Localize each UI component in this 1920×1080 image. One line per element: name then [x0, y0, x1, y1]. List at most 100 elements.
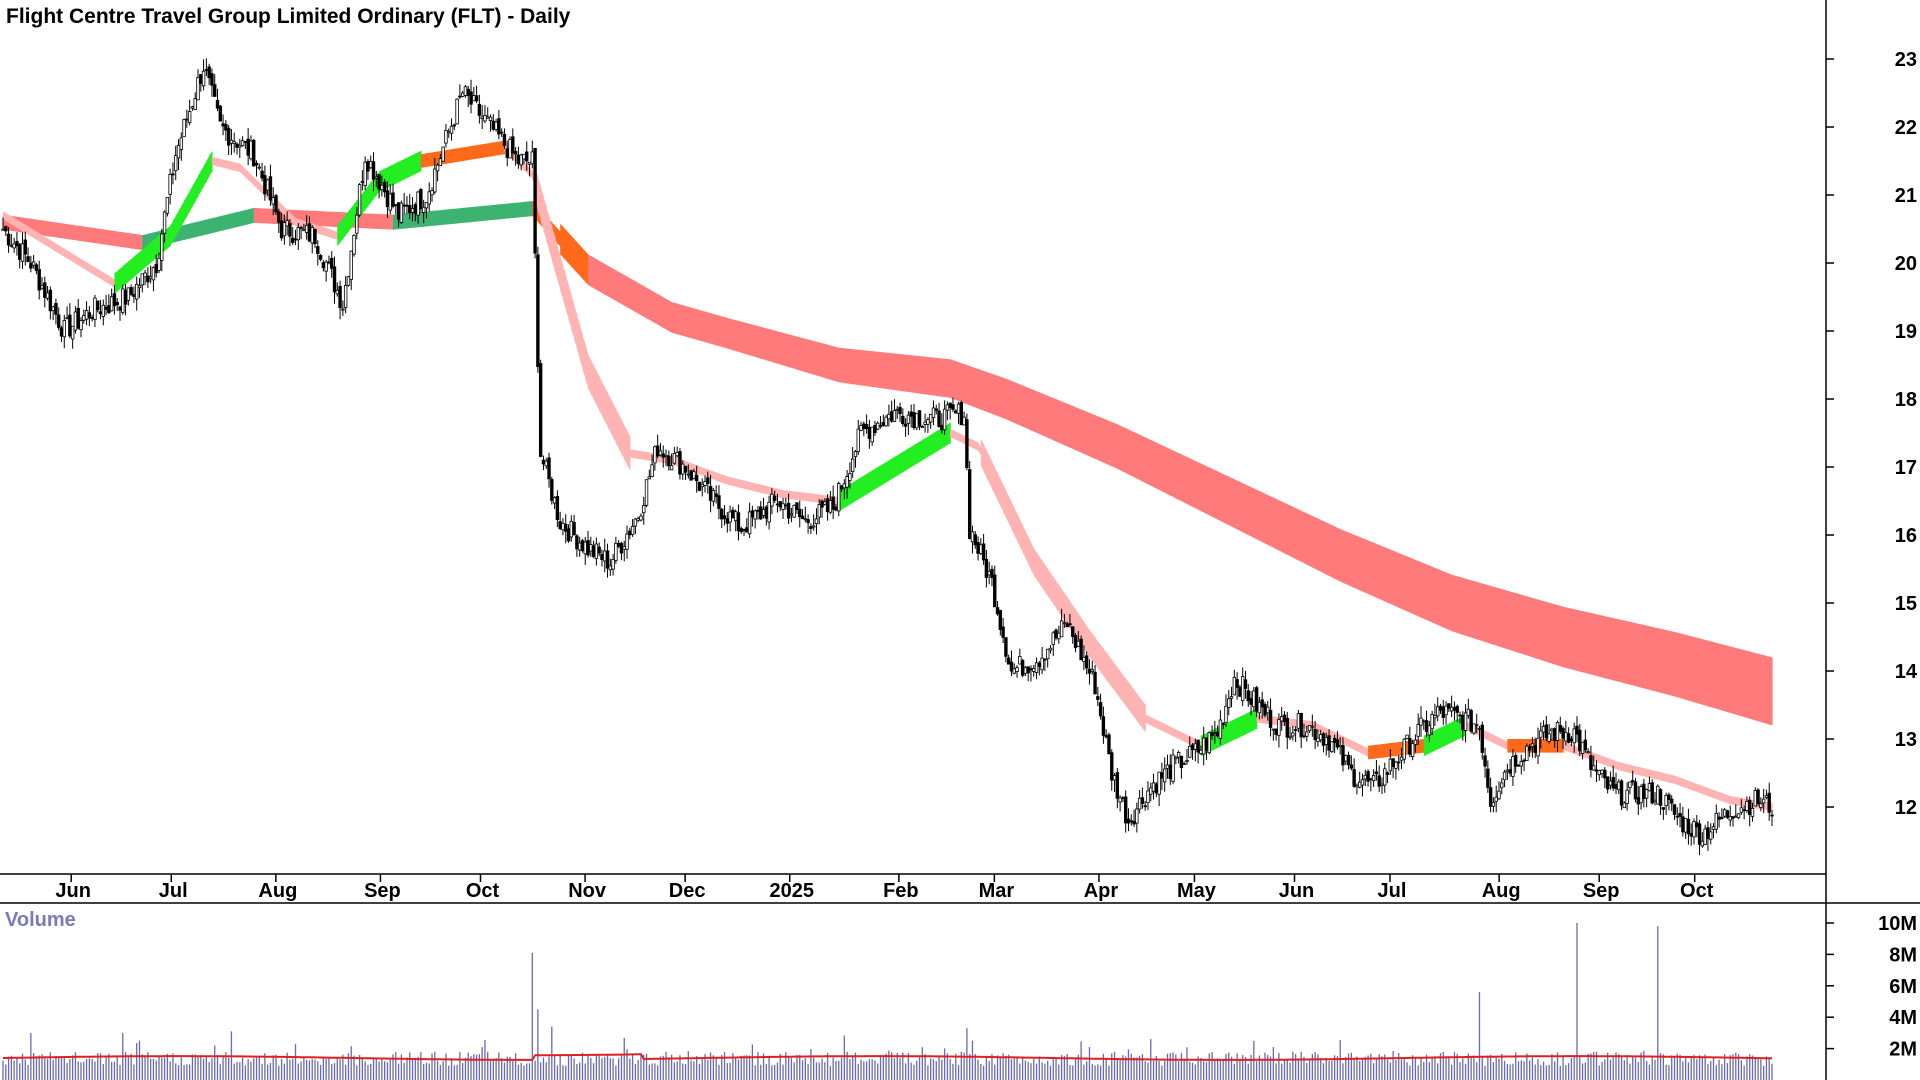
candle-body: [1603, 769, 1607, 779]
candle-body: [589, 544, 593, 552]
long-ema-ribbon-segment: [601, 262, 606, 295]
candle-body: [1051, 632, 1055, 645]
long-ema-ribbon-segment: [735, 320, 740, 352]
short-ema-ribbon-segment: [476, 144, 480, 159]
candle-body: [558, 521, 562, 529]
candle-body: [1179, 755, 1184, 768]
candle-body: [196, 77, 200, 101]
long-ema-ribbon-segment: [1760, 654, 1765, 723]
short-ema-ribbon-segment: [142, 247, 146, 270]
long-ema-ribbon-segment: [1044, 394, 1049, 438]
long-ema-ribbon-segment: [1657, 628, 1662, 693]
price-tick-label: 22: [1895, 117, 1917, 139]
long-ema-ribbon-segment: [755, 325, 759, 358]
long-ema-ribbon-segment: [841, 347, 845, 384]
short-ema-ribbon-segment: [601, 382, 606, 422]
long-ema-ribbon-segment: [952, 360, 957, 400]
short-ema-ribbon-segment: [900, 451, 904, 474]
candle-body: [550, 479, 554, 501]
short-ema-ribbon-segment: [245, 169, 249, 181]
candle-body: [1416, 723, 1420, 737]
short-ema-ribbon-segment: [1053, 577, 1057, 609]
candle-body: [1084, 655, 1089, 669]
short-ema-ribbon-segment: [905, 448, 909, 471]
candle-body: [572, 522, 576, 536]
short-ema-ribbon-segment: [462, 146, 467, 161]
candle-body: [23, 239, 27, 255]
short-ema-ribbon-segment: [53, 241, 57, 252]
short-ema-ribbon-segment: [1490, 733, 1495, 744]
long-ema-ribbon-segment: [1674, 631, 1678, 698]
short-ema-ribbon-segment: [1666, 773, 1670, 783]
price-tick-label: 23: [1895, 49, 1917, 71]
long-ema-ribbon-segment: [1284, 502, 1288, 555]
long-ema-ribbon-segment: [1315, 517, 1319, 571]
long-ema-ribbon-segment: [1529, 597, 1534, 658]
candle-body: [148, 275, 153, 279]
long-ema-ribbon-segment: [186, 223, 191, 240]
candle-body: [1146, 790, 1150, 804]
candle-body: [296, 227, 300, 241]
long-ema-ribbon-segment: [1251, 487, 1255, 538]
long-ema-ribbon-segment: [1301, 510, 1305, 564]
short-ema-ribbon-segment: [766, 486, 770, 495]
long-ema-ribbon-segment: [975, 368, 979, 409]
short-ema-ribbon-segment: [1097, 641, 1102, 673]
candle-body: [1154, 783, 1159, 794]
candle-body: [1385, 772, 1390, 775]
short-ema-ribbon-segment: [582, 335, 586, 379]
candle-body: [441, 146, 445, 162]
candle-body: [967, 469, 972, 540]
long-ema-ribbon-segment: [1730, 646, 1734, 714]
long-ema-ribbon-segment: [593, 257, 597, 290]
long-ema-ribbon-segment: [1624, 620, 1628, 684]
candle-body: [965, 419, 969, 469]
short-ema-ribbon-segment: [412, 153, 416, 176]
short-ema-ribbon-segment: [348, 207, 352, 232]
short-ema-ribbon-segment: [1170, 726, 1174, 737]
short-ema-ribbon-segment: [716, 472, 720, 482]
long-ema-ribbon-segment: [262, 208, 266, 224]
short-ema-ribbon-segment: [1624, 763, 1628, 773]
long-ema-ribbon-segment: [1359, 537, 1364, 592]
long-ema-ribbon-segment: [1415, 559, 1419, 617]
long-ema-ribbon-segment: [429, 210, 433, 227]
candle-body: [770, 493, 774, 507]
long-ema-ribbon-segment: [888, 352, 893, 390]
short-ema-ribbon-segment: [86, 262, 90, 273]
short-ema-ribbon-segment: [1145, 714, 1149, 725]
candle-body: [1619, 780, 1624, 806]
short-ema-ribbon-segment: [457, 147, 461, 162]
candle-body: [1346, 754, 1351, 766]
long-ema-ribbon-segment: [997, 375, 1001, 418]
long-ema-ribbon-segment: [1320, 519, 1325, 574]
long-ema-ribbon-segment: [1537, 599, 1542, 661]
candle-body: [1575, 725, 1579, 735]
long-ema-ribbon-segment: [1022, 385, 1026, 428]
short-ema-ribbon-segment: [1599, 754, 1603, 765]
long-ema-ribbon-segment: [1017, 383, 1021, 426]
long-ema-ribbon-segment: [824, 343, 829, 379]
candle-body: [781, 503, 785, 510]
long-ema-ribbon-segment: [571, 236, 575, 270]
candle-body: [394, 204, 398, 207]
long-ema-ribbon-segment: [501, 203, 506, 220]
long-ema-ribbon-segment: [128, 233, 132, 249]
short-ema-ribbon-segment: [479, 144, 483, 159]
candle-body: [586, 540, 590, 556]
candle-body: [1201, 737, 1206, 755]
short-ema-ribbon-segment: [1106, 652, 1110, 684]
long-ema-ribbon-segment: [1028, 387, 1032, 431]
short-ema-ribbon-segment: [387, 165, 391, 188]
long-ema-ribbon-segment: [986, 371, 990, 413]
candle-body: [1553, 728, 1557, 742]
short-ema-ribbon-segment: [365, 185, 369, 210]
candle-body: [647, 476, 652, 480]
long-ema-ribbon-segment: [1368, 540, 1372, 596]
long-ema-ribbon-segment: [1340, 529, 1344, 583]
long-ema-ribbon-segment: [707, 312, 712, 344]
short-ema-ribbon-segment: [1454, 719, 1458, 742]
long-ema-ribbon-segment: [705, 311, 709, 344]
long-ema-ribbon-segment: [203, 219, 207, 236]
long-ema-ribbon-segment: [448, 209, 453, 225]
